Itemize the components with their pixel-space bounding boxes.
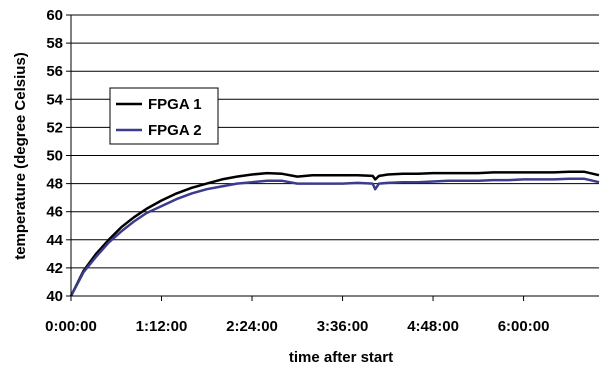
series-layer: [69, 170, 600, 297]
legend-label-fpga-2: FPGA 2: [148, 122, 202, 139]
y-axis-title: temperature (degree Celsius): [12, 52, 29, 260]
x-axis-title: time after start: [289, 349, 393, 366]
legend: FPGA 1 FPGA 2: [109, 87, 219, 145]
x-tick-labels: 0:00:00 1:12:00 2:24:00 3:36:00 4:48:00 6:00:…: [45, 318, 549, 335]
y-tick-label: 54: [46, 91, 63, 108]
legend-box: [109, 87, 219, 145]
x-tick-label: 4:48:00: [407, 318, 459, 335]
legend-label-fpga-1: FPGA 1: [148, 96, 202, 113]
y-tick-label: 52: [46, 119, 63, 136]
y-tick-label: 46: [46, 204, 63, 221]
y-tick-label: 48: [46, 176, 63, 193]
axes: [66, 14, 599, 301]
x-tick-label: 0:00:00: [45, 318, 97, 335]
x-tick-label: 1:12:00: [136, 318, 188, 335]
y-tick-label: 50: [46, 148, 63, 165]
x-tick-label: 3:36:00: [317, 318, 369, 335]
y-tick-label: 40: [46, 288, 63, 305]
x-tick-label: 6:00:00: [498, 318, 550, 335]
y-tick-labels: 40 42 44 46 48 50 52 54 56 58 60: [46, 7, 63, 305]
y-tick-label: 58: [46, 35, 63, 52]
series-line-fpga-2: [69, 177, 600, 297]
y-tick-label: 42: [46, 260, 63, 277]
y-tick-label: 60: [46, 7, 63, 24]
y-tick-label: 44: [46, 232, 63, 249]
y-tick-label: 56: [46, 63, 63, 80]
series-line-fpga-1: [69, 170, 600, 297]
x-tick-label: 2:24:00: [226, 318, 278, 335]
